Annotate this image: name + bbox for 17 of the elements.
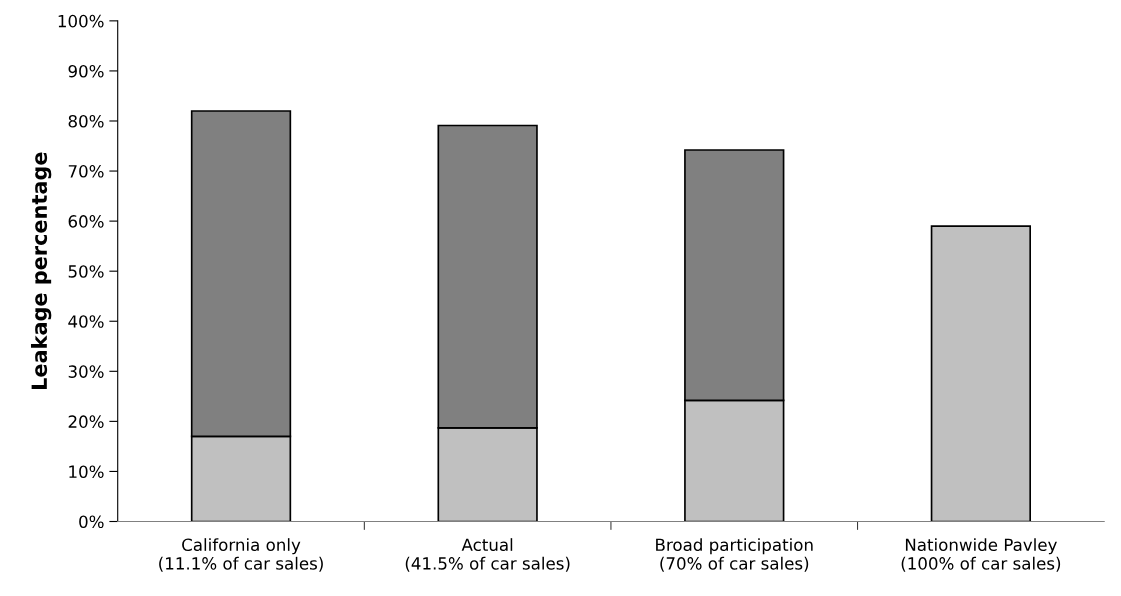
x-tick-label: California only (11.1% of car sales) [159, 538, 323, 572]
x-tick-label: Actual (41.5% of car sales) [405, 538, 570, 572]
y-tick-label: 40% [68, 315, 104, 328]
y-tick-label: 0% [79, 515, 104, 529]
y-axis-title: Leakage percentage [30, 152, 52, 389]
y-tick-label: 50% [68, 265, 104, 278]
y-tick-label: 70% [68, 165, 104, 178]
y-tick-label: 30% [68, 365, 104, 378]
x-tick-label: Nationwide Pavley (100% of car sales) [901, 538, 1061, 572]
bar [930, 225, 1032, 522]
x-tick-label: Broad participation (70% of car sales) [656, 538, 813, 572]
y-tick-label: 100% [58, 14, 104, 28]
y-tick-label: 80% [68, 114, 104, 128]
y-tick-label: 20% [68, 415, 104, 428]
y-tick-label: 60% [68, 215, 104, 228]
y-tick-label: 10% [69, 465, 104, 479]
y-tick-label: 90% [68, 64, 104, 78]
